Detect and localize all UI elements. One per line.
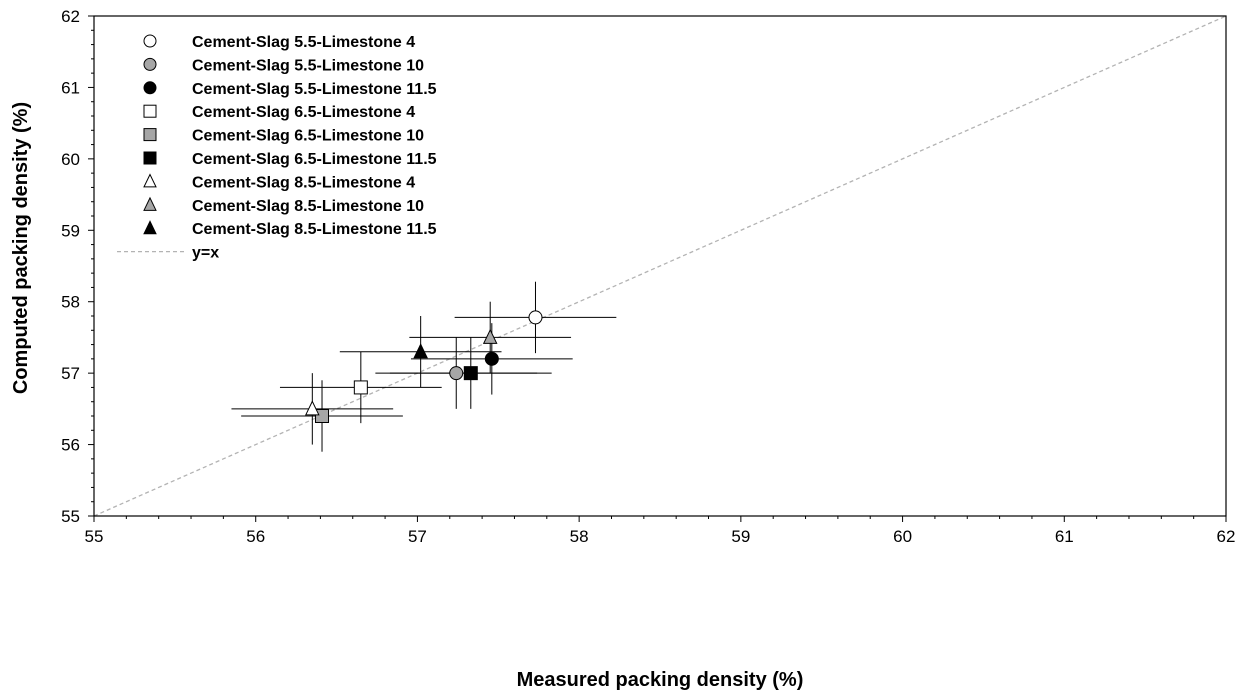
legend-label-6: Cement-Slag 6.5-Limestone 11.5 xyxy=(192,151,437,168)
data-point-3 xyxy=(484,351,499,366)
x-tick-labels: 55 56 57 58 59 60 61 62 xyxy=(85,527,1236,546)
legend-marker-5 xyxy=(143,128,157,142)
x-tick-label: 62 xyxy=(1217,527,1236,546)
legend-marker-6 xyxy=(143,151,157,165)
legend-marker-9 xyxy=(143,220,157,235)
x-tick-label: 57 xyxy=(408,527,427,546)
identity-line-layer xyxy=(93,15,1227,517)
data-point-7 xyxy=(305,400,320,416)
legend-label-3: Cement-Slag 5.5-Limestone 11.5 xyxy=(192,81,437,98)
data-point-4 xyxy=(353,380,368,395)
error-bars xyxy=(231,281,617,452)
y-tick-label: 55 xyxy=(61,507,80,526)
legend-label-5: Cement-Slag 6.5-Limestone 10 xyxy=(192,128,424,145)
data-markers xyxy=(305,310,543,423)
legend-label-1: Cement-Slag 5.5-Limestone 4 xyxy=(192,34,415,51)
data-point-9 xyxy=(413,343,428,359)
y-axis-title: Computed packing density (%) xyxy=(10,102,32,394)
y-tick-label: 60 xyxy=(61,150,80,169)
y-tick-label: 56 xyxy=(61,436,80,455)
x-tick-label: 58 xyxy=(570,527,589,546)
legend-label-2: Cement-Slag 5.5-Limestone 10 xyxy=(192,57,424,74)
data-point-6 xyxy=(463,366,478,381)
data-point-1 xyxy=(528,310,543,325)
identity-line xyxy=(93,15,1227,517)
legend-label-4: Cement-Slag 6.5-Limestone 4 xyxy=(192,104,415,121)
legend-marker-1 xyxy=(143,34,157,48)
x-tick-label: 60 xyxy=(893,527,912,546)
legend-marker-7 xyxy=(143,173,157,188)
data-point-8 xyxy=(482,328,498,344)
x-tick-label: 59 xyxy=(731,527,750,546)
legend-marker-4 xyxy=(143,104,157,118)
y-tick-label: 62 xyxy=(61,7,80,26)
legend-label-9: Cement-Slag 8.5-Limestone 11.5 xyxy=(192,221,437,238)
legend-marker-3 xyxy=(143,81,157,95)
data-point-2 xyxy=(449,366,464,381)
y-tick-label: 57 xyxy=(61,364,80,383)
legend-marker-8 xyxy=(143,196,157,211)
legend-label-7: Cement-Slag 8.5-Limestone 4 xyxy=(192,174,415,191)
x-axis-title: Measured packing density (%) xyxy=(517,669,804,691)
y-tick-labels: 55 56 57 58 59 60 61 62 xyxy=(61,7,80,526)
plot-frame xyxy=(93,15,1227,517)
y-tick-label: 61 xyxy=(61,78,80,97)
legend: Cement-Slag 5.5-Limestone 4 Cement-Slag 5… xyxy=(117,34,437,262)
y-tick-label: 58 xyxy=(61,293,80,312)
legend-label-identity: y=x xyxy=(192,245,219,262)
legend-label-8: Cement-Slag 8.5-Limestone 10 xyxy=(192,198,424,215)
x-tick-label: 61 xyxy=(1055,527,1074,546)
x-tick-label: 55 xyxy=(85,527,104,546)
legend-marker-2 xyxy=(143,57,157,71)
x-tick-label: 56 xyxy=(246,527,265,546)
data-point-5 xyxy=(315,409,330,423)
y-tick-label: 59 xyxy=(61,221,80,240)
axes xyxy=(88,15,1227,522)
